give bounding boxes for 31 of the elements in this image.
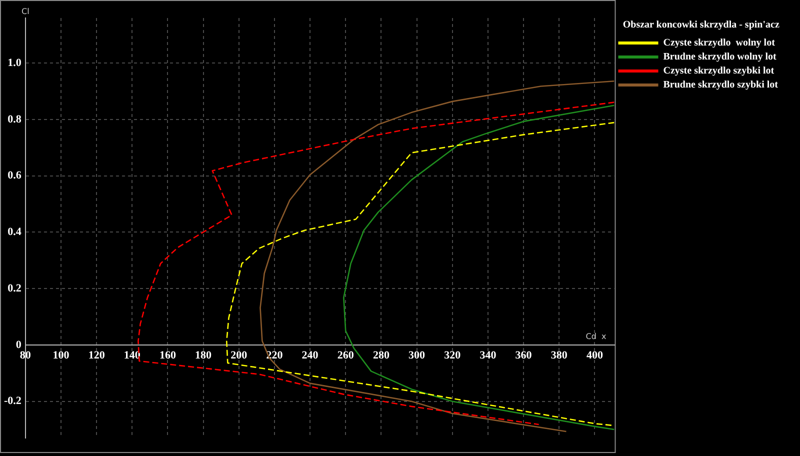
x-tick-label: 240 bbox=[302, 349, 319, 362]
y-tick-label: 0.4 bbox=[8, 226, 22, 238]
x-tick-label: 100 bbox=[52, 349, 70, 362]
x-tick-label: 140 bbox=[124, 349, 141, 362]
y-tick-label: 1.0 bbox=[8, 56, 22, 69]
x-tick-label: 400 bbox=[586, 349, 604, 362]
legend-title: Obszar koncowki skrzydla - spin'acz bbox=[622, 20, 780, 31]
x-tick-label: 200 bbox=[230, 349, 248, 362]
x-tick-label: 280 bbox=[372, 349, 390, 362]
x-tick-label: 340 bbox=[480, 349, 497, 362]
x-tick-label: 360 bbox=[515, 349, 532, 362]
x-tick-label: 180 bbox=[195, 349, 212, 362]
y-tick-label: 0.2 bbox=[8, 282, 22, 294]
x-tick-label: 160 bbox=[159, 349, 176, 362]
x-axis-title: Cd x bbox=[586, 332, 607, 342]
x-tick-label: 260 bbox=[337, 349, 354, 362]
x-tick-label: 220 bbox=[266, 349, 284, 362]
y-tick-label: 0 bbox=[16, 338, 22, 351]
legend-label: Brudne skrzydlo szybki lot bbox=[663, 80, 779, 91]
y-tick-label: 0.8 bbox=[8, 113, 22, 126]
legend-label: Brudne skrzydlo wolny lot bbox=[663, 52, 777, 63]
x-tick-label: 300 bbox=[408, 349, 426, 362]
x-tick-label: 120 bbox=[88, 349, 106, 362]
y-tick-label: 0.6 bbox=[8, 170, 22, 182]
line-series bbox=[226, 122, 614, 426]
legend-label: Czyste skrzydlo wolny lot bbox=[663, 38, 776, 49]
y-tick-label: -0.2 bbox=[4, 395, 22, 408]
x-tick-label: 380 bbox=[550, 349, 568, 362]
legend-label: Czyste skrzydlo szybki lot bbox=[663, 66, 775, 77]
y-axis-title: Cl bbox=[22, 7, 30, 16]
x-tick-label: 320 bbox=[444, 349, 462, 362]
